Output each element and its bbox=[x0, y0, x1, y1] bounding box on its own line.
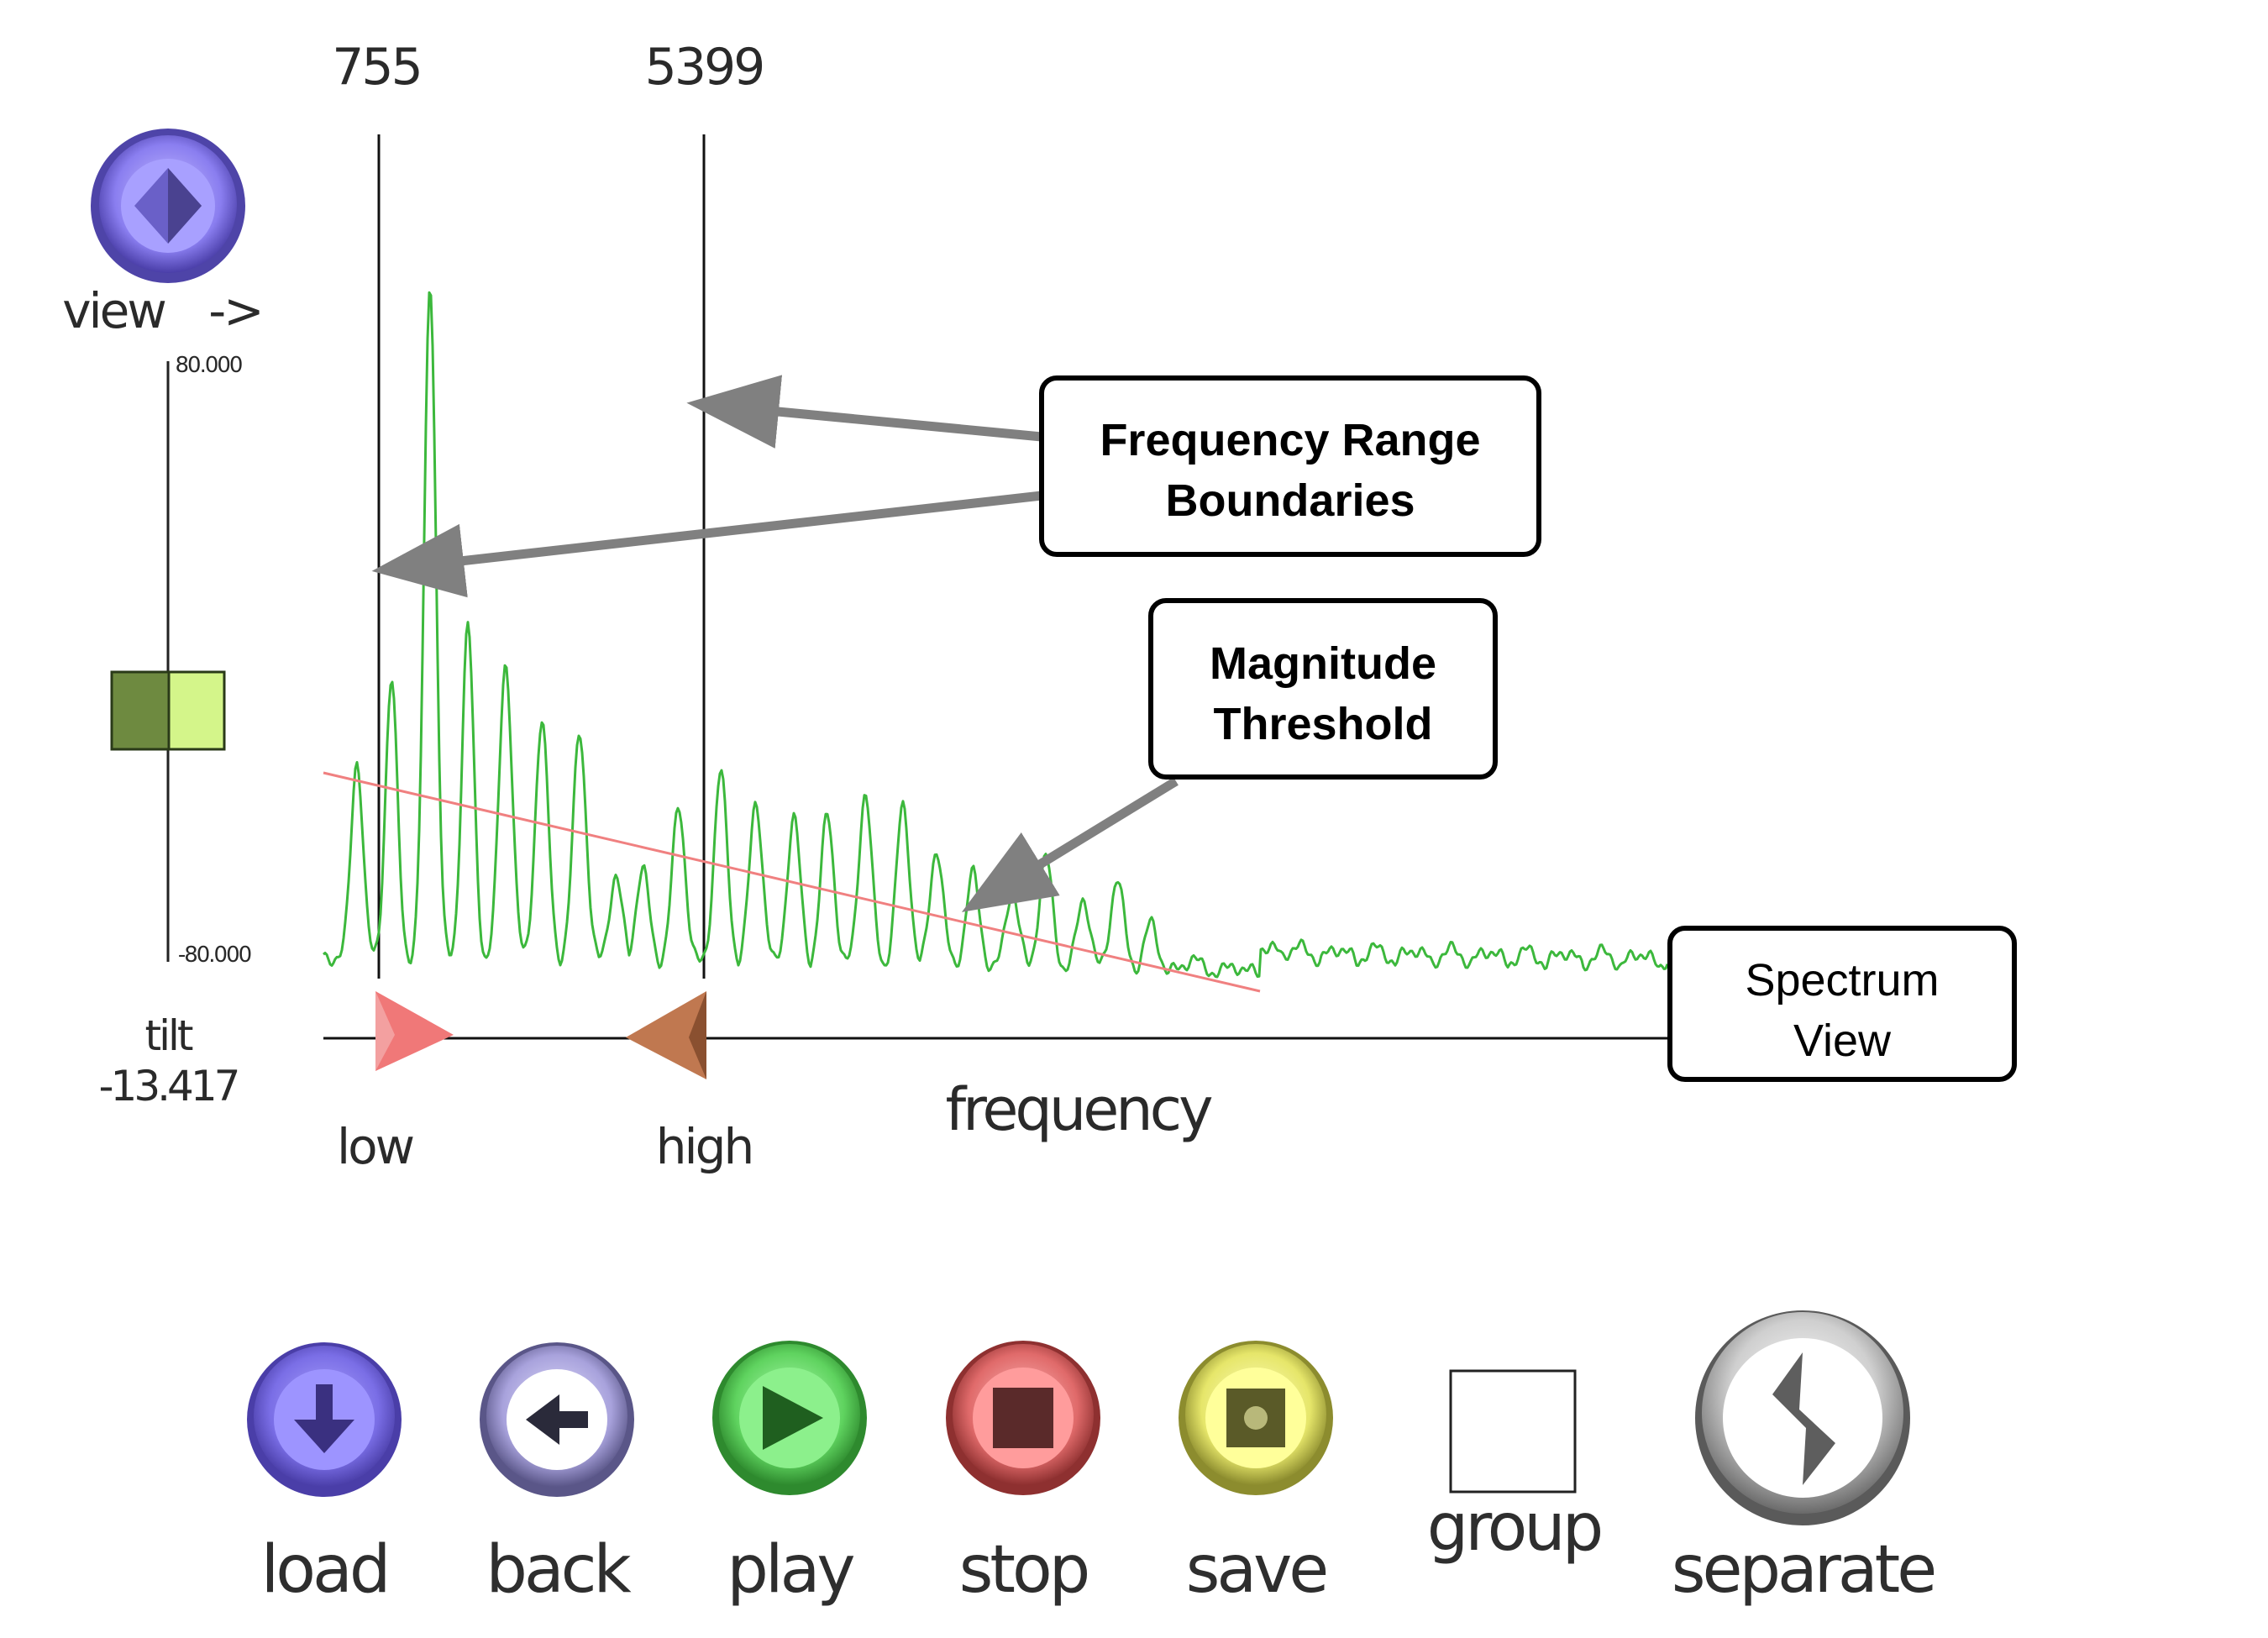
load-button[interactable] bbox=[247, 1342, 402, 1497]
low-marker-label: low bbox=[337, 1118, 413, 1175]
stop-button[interactable] bbox=[946, 1341, 1100, 1495]
separate-button[interactable] bbox=[1695, 1310, 1910, 1525]
play-button[interactable] bbox=[712, 1341, 867, 1495]
back-label: back bbox=[486, 1532, 631, 1608]
magnitude-threshold-line[interactable] bbox=[323, 771, 1261, 993]
load-label: load bbox=[261, 1532, 388, 1608]
range-arrow-high bbox=[686, 375, 1042, 449]
spectrum-view bbox=[323, 291, 1669, 993]
callout-spectrum-line1: Spectrum bbox=[1745, 955, 1939, 1005]
separate-label: separate bbox=[1672, 1532, 1934, 1608]
tilt-slider-handle[interactable] bbox=[110, 670, 226, 751]
callout-range-line2: Boundaries bbox=[1165, 475, 1415, 526]
high-marker-label: high bbox=[656, 1118, 752, 1175]
save-icon bbox=[1226, 1389, 1285, 1447]
view-button[interactable] bbox=[91, 129, 245, 283]
spectrum-view-callout: Spectrum View bbox=[1667, 926, 2017, 1082]
frequency-range-callout: Frequency Range Boundaries bbox=[1039, 375, 1541, 557]
callout-spectrum-line2: View bbox=[1793, 1016, 1892, 1066]
high-range-marker-shade bbox=[689, 991, 706, 1079]
back-button[interactable] bbox=[480, 1342, 634, 1497]
diamond-icon bbox=[134, 168, 202, 244]
view-arrow-label: -> bbox=[208, 282, 262, 339]
frequency-axis-label: frequency bbox=[945, 1075, 1212, 1144]
left-arrow-icon bbox=[526, 1394, 588, 1445]
lightning-icon bbox=[1772, 1352, 1835, 1485]
low-range-marker-highlight bbox=[375, 991, 395, 1071]
down-arrow-icon bbox=[294, 1384, 354, 1453]
callout-threshold-line1: Magnitude bbox=[1210, 638, 1436, 689]
stop-icon bbox=[993, 1388, 1053, 1448]
stop-label: stop bbox=[959, 1532, 1088, 1608]
low-range-marker[interactable] bbox=[375, 991, 454, 1071]
callout-threshold-line2: Threshold bbox=[1213, 699, 1432, 749]
tilt-label: tilt bbox=[145, 1011, 193, 1060]
view-label: view bbox=[62, 282, 165, 339]
play-label: play bbox=[727, 1532, 853, 1608]
tilt-max-label: 80.000 bbox=[176, 353, 242, 378]
save-label: save bbox=[1186, 1532, 1326, 1608]
low-frequency-value: 755 bbox=[332, 38, 421, 97]
high-range-marker[interactable] bbox=[626, 991, 706, 1079]
callout-range-line1: Frequency Range bbox=[1100, 415, 1480, 465]
tilt-min-label: -80.000 bbox=[178, 942, 251, 968]
spectrum-line bbox=[323, 291, 1669, 979]
high-frequency-value: 5399 bbox=[645, 38, 764, 97]
play-icon bbox=[763, 1386, 823, 1450]
group-checkbox[interactable] bbox=[1449, 1369, 1577, 1494]
threshold-arrow bbox=[961, 777, 1179, 912]
magnitude-threshold-callout: Magnitude Threshold bbox=[1148, 598, 1498, 780]
tilt-value: -13.417 bbox=[99, 1062, 238, 1110]
range-arrow-low bbox=[371, 491, 1042, 598]
group-label: group bbox=[1427, 1490, 1601, 1566]
save-button[interactable] bbox=[1179, 1341, 1333, 1495]
